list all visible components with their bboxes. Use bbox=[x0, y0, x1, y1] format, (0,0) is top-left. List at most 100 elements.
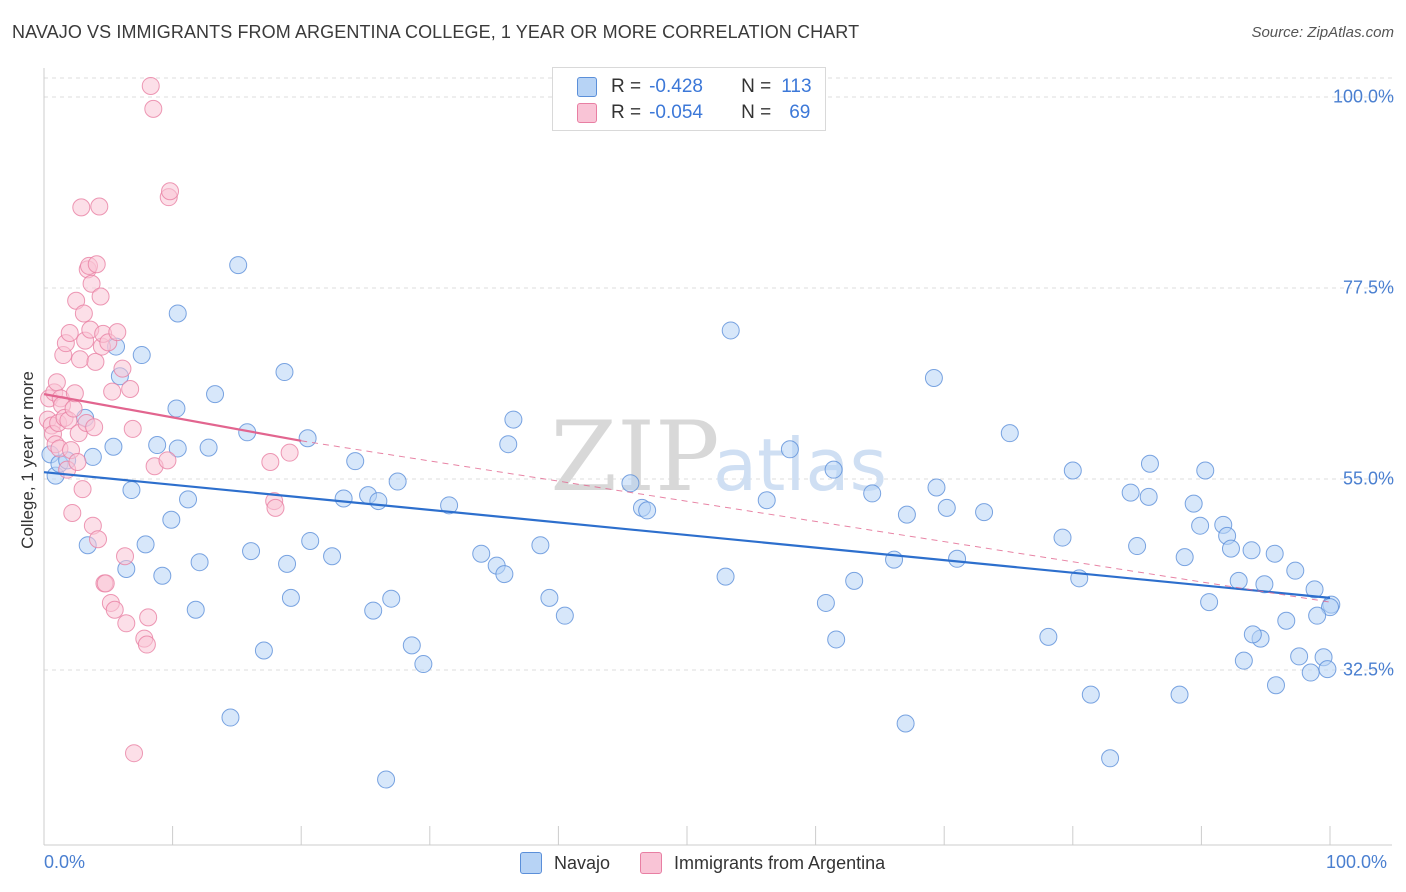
argentina-point bbox=[73, 480, 92, 499]
navajo-point bbox=[369, 492, 388, 511]
navajo-point bbox=[1243, 625, 1262, 644]
argentina-point bbox=[90, 197, 109, 216]
navajo-point bbox=[1255, 575, 1274, 594]
argentina-point bbox=[86, 352, 105, 371]
navajo-point bbox=[1053, 528, 1072, 547]
navajo-point bbox=[440, 496, 459, 515]
correlation-legend: R = -0.428 N = 113 R = -0.054 N = 69 bbox=[552, 67, 826, 131]
navajo-point bbox=[816, 593, 835, 612]
navajo-point bbox=[863, 484, 882, 503]
argentina-point bbox=[85, 418, 104, 437]
navajo-point bbox=[499, 435, 518, 454]
legend-item-argentina: Immigrants from Argentina bbox=[640, 852, 885, 874]
chart-title: NAVAJO VS IMMIGRANTS FROM ARGENTINA COLL… bbox=[12, 22, 860, 42]
legend-row-navajo: R = -0.428 N = 113 bbox=[577, 75, 812, 99]
navajo-point bbox=[1308, 606, 1327, 625]
navajo-point bbox=[975, 503, 994, 522]
navajo-point bbox=[377, 770, 396, 789]
argentina-point bbox=[144, 99, 163, 118]
watermark-zip: ZIP bbox=[550, 401, 719, 513]
navajo-point bbox=[104, 437, 123, 456]
navajo-point bbox=[275, 363, 294, 382]
navajo-point bbox=[1128, 537, 1147, 556]
navajo-point bbox=[190, 553, 209, 572]
navajo-point bbox=[254, 641, 273, 660]
argentina-point bbox=[116, 547, 135, 566]
legend-row-argentina: R = -0.054 N = 69 bbox=[577, 101, 810, 125]
argentina-point bbox=[87, 255, 106, 274]
legend-item-navajo: Navajo bbox=[520, 852, 610, 874]
navajo-point bbox=[199, 438, 218, 457]
navajo-point bbox=[298, 429, 317, 448]
navajo-point bbox=[83, 447, 102, 466]
argentina-point bbox=[266, 498, 285, 517]
navajo-point bbox=[1121, 483, 1140, 502]
navajo-point bbox=[1301, 663, 1320, 682]
navajo-point bbox=[168, 439, 187, 458]
r-value: -0.054 bbox=[649, 102, 703, 123]
navajo-point bbox=[221, 708, 240, 727]
navajo-point bbox=[206, 385, 225, 404]
navajo-legend-label: Navajo bbox=[554, 852, 611, 873]
navajo-point bbox=[382, 589, 401, 608]
argentina-point bbox=[141, 76, 160, 95]
y-tick-label-55: 55.0% bbox=[1342, 468, 1394, 489]
navajo-point bbox=[1170, 685, 1189, 704]
navajo-point bbox=[1039, 627, 1058, 646]
navajo-points bbox=[41, 256, 1341, 789]
navajo-point bbox=[638, 501, 657, 520]
navajo-point bbox=[1081, 685, 1100, 704]
navajo-point bbox=[555, 606, 574, 625]
navajo-point bbox=[167, 399, 186, 418]
argentina-points bbox=[38, 76, 299, 763]
navajo-point bbox=[845, 571, 864, 590]
y-axis-label: College, 1 year or more bbox=[18, 371, 37, 549]
navajo-point bbox=[388, 472, 407, 491]
argentina-point bbox=[65, 384, 84, 403]
navajo-point bbox=[716, 567, 735, 586]
argentina-point bbox=[108, 323, 127, 342]
n-label: N = bbox=[741, 76, 772, 97]
argentina-point bbox=[117, 614, 136, 633]
navajo-point bbox=[1277, 611, 1296, 630]
r-label: R = bbox=[611, 102, 642, 123]
navajo-point bbox=[414, 655, 433, 674]
argentina-point bbox=[72, 198, 91, 217]
argentina-point bbox=[261, 453, 280, 472]
navajo-point bbox=[364, 601, 383, 620]
navajo-point bbox=[1266, 676, 1285, 695]
argentina-legend-swatch bbox=[640, 852, 663, 874]
navajo-point bbox=[937, 498, 956, 517]
navajo-point bbox=[148, 436, 167, 455]
navajo-point bbox=[1305, 580, 1324, 599]
y-tick-label-77-5: 77.5% bbox=[1342, 277, 1394, 298]
navajo-point bbox=[1140, 454, 1159, 473]
argentina-point bbox=[137, 635, 156, 654]
r-value: -0.428 bbox=[649, 76, 703, 97]
argentina-point bbox=[113, 359, 132, 378]
x-tick-label-0: 0.0% bbox=[44, 852, 86, 872]
series-legend: Navajo Immigrants from Argentina bbox=[520, 852, 915, 874]
navajo-point bbox=[504, 410, 523, 429]
navajo-point bbox=[621, 474, 640, 493]
navajo-point bbox=[924, 368, 943, 387]
argentina-point bbox=[60, 323, 79, 342]
navajo-point bbox=[323, 547, 342, 566]
argentina-point bbox=[121, 380, 140, 399]
n-value: 69 bbox=[789, 102, 811, 123]
navajo-point bbox=[780, 440, 799, 459]
navajo-point bbox=[278, 554, 297, 573]
navajo-point bbox=[540, 588, 559, 607]
argentina-point bbox=[89, 530, 108, 549]
argentina-point bbox=[158, 451, 177, 470]
navajo-legend-swatch bbox=[520, 852, 542, 874]
navajo-point bbox=[721, 321, 740, 340]
source-label: Source: ZipAtlas.com bbox=[1251, 24, 1394, 41]
navajo-point bbox=[153, 566, 172, 585]
navajo-point bbox=[346, 452, 365, 471]
argentina-legend-label: Immigrants from Argentina bbox=[674, 852, 886, 873]
argentina-point bbox=[63, 503, 82, 522]
navajo-point bbox=[1063, 461, 1082, 480]
argentina-point bbox=[47, 373, 66, 392]
argentina-point bbox=[139, 608, 158, 627]
